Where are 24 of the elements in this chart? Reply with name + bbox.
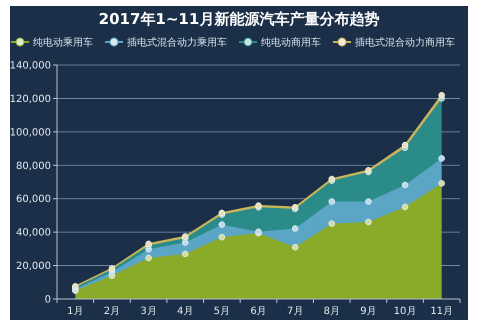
- y-tick-label: 60,000: [16, 194, 51, 206]
- legend-label: 纯电动乘用车: [33, 36, 93, 48]
- x-tick-label: 8月: [324, 306, 340, 317]
- x-tick-label: 10月: [394, 306, 416, 317]
- x-tick-label: 6月: [250, 306, 267, 317]
- y-tick-label: 80,000: [16, 160, 51, 172]
- chart-title: 2017年1~11月新能源汽车产量分布趋势: [98, 10, 380, 28]
- y-tick-label: 0: [44, 294, 51, 306]
- x-tick-label: 9月: [360, 306, 377, 317]
- x-tick-label: 3月: [140, 306, 157, 317]
- x-tick-label: 11月: [430, 306, 454, 317]
- y-tick-label: 140,000: [10, 60, 51, 72]
- legend-label: 纯电动商用车: [261, 36, 321, 48]
- y-tick-label: 40,000: [16, 228, 51, 239]
- legend-label: 插电式混合动力乘用车: [127, 36, 227, 48]
- x-tick-label: 7月: [286, 306, 304, 317]
- y-tick-label: 120,000: [10, 94, 51, 105]
- x-tick-label: 2月: [104, 306, 120, 317]
- x-tick-label: 4月: [177, 306, 194, 317]
- y-tick-label: 100,000: [10, 127, 51, 138]
- legend-label: 插电式混合动力商用车: [355, 36, 455, 48]
- x-tick-label: 5月: [214, 306, 230, 317]
- y-tick-label: 20,000: [16, 261, 51, 272]
- x-tick-label: 1月: [67, 306, 84, 317]
